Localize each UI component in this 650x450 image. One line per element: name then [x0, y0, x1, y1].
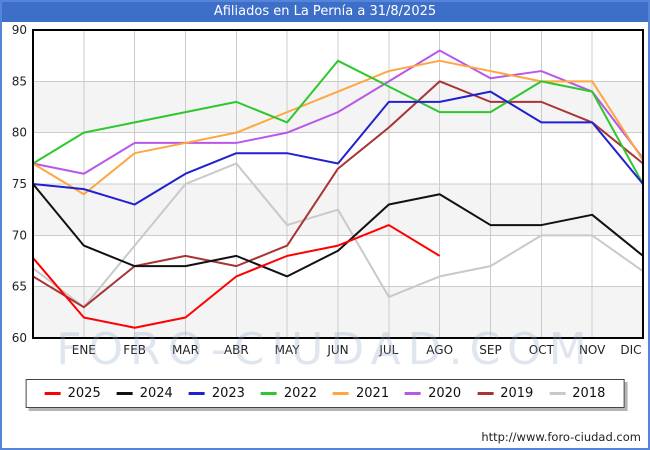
x-axis-label: ENE	[72, 343, 96, 357]
legend-item-2020: 2020	[405, 386, 461, 401]
series-line-2020	[32, 49, 644, 175]
title-bar: Afiliados en La Pernía a 31/8/2025	[2, 2, 648, 22]
legend-label: 2018	[572, 386, 606, 401]
legend-item-2024: 2024	[116, 386, 173, 401]
x-axis-label: JUL	[378, 343, 398, 357]
legend-item-2022: 2022	[260, 386, 317, 401]
legend-label: 2022	[283, 386, 317, 401]
y-axis-label: 80	[12, 126, 27, 140]
legend: 2025 2024 2023 2022 2021 2020 2019 2018	[25, 379, 625, 408]
legend-swatch-2023	[188, 392, 205, 395]
x-axis-label: MAR	[172, 343, 199, 357]
y-axis-label: 85	[12, 74, 27, 88]
legend-label: 2021	[356, 386, 390, 401]
legend-item-2021: 2021	[333, 386, 389, 401]
page-title: Afiliados en La Pernía a 31/8/2025	[213, 4, 437, 19]
series-line-2018	[32, 162, 644, 309]
y-axis-label: 60	[12, 331, 27, 345]
legend-label: 2019	[500, 386, 534, 401]
legend-swatch-2024	[116, 392, 133, 395]
plot-border	[32, 29, 644, 339]
legend-swatch-2018	[549, 392, 566, 395]
legend-label: 2025	[67, 386, 101, 401]
legend-item-2025: 2025	[44, 386, 101, 401]
series-line-2025	[32, 224, 441, 329]
x-axis-label: MAY	[275, 343, 301, 357]
x-axis-label: SEP	[479, 343, 501, 357]
legend-item-2023: 2023	[188, 386, 245, 401]
x-axis-label: AGO	[426, 343, 453, 357]
legend-item-2018: 2018	[549, 386, 605, 401]
x-axis-label: FEB	[123, 343, 146, 357]
legend-swatch-2020	[405, 392, 422, 395]
y-axis-label: 70	[12, 228, 27, 242]
legend-swatch-2022	[260, 392, 277, 395]
x-axis-label: ABR	[224, 343, 249, 357]
legend-label: 2020	[428, 386, 462, 401]
legend-item-2019: 2019	[477, 386, 533, 401]
legend-swatch-2021	[333, 392, 349, 395]
legend-swatch-2019	[477, 392, 494, 395]
y-axis-label: 90	[12, 23, 27, 37]
series-line-2024	[32, 183, 644, 278]
legend-swatch-2025	[44, 392, 61, 395]
x-axis-label: NOV	[579, 343, 606, 357]
y-axis-label: 65	[12, 280, 27, 294]
series-line-2022	[32, 59, 644, 185]
x-axis-label: JUN	[326, 343, 348, 357]
y-axis-label: 75	[12, 177, 27, 191]
footer-url: http://www.foro-ciudad.com	[481, 430, 641, 444]
x-axis-label: OCT	[529, 343, 555, 357]
legend-label: 2024	[139, 386, 173, 401]
x-axis-label: DIC	[620, 343, 641, 357]
series-line-2023	[32, 90, 644, 206]
legend-label: 2023	[211, 386, 245, 401]
